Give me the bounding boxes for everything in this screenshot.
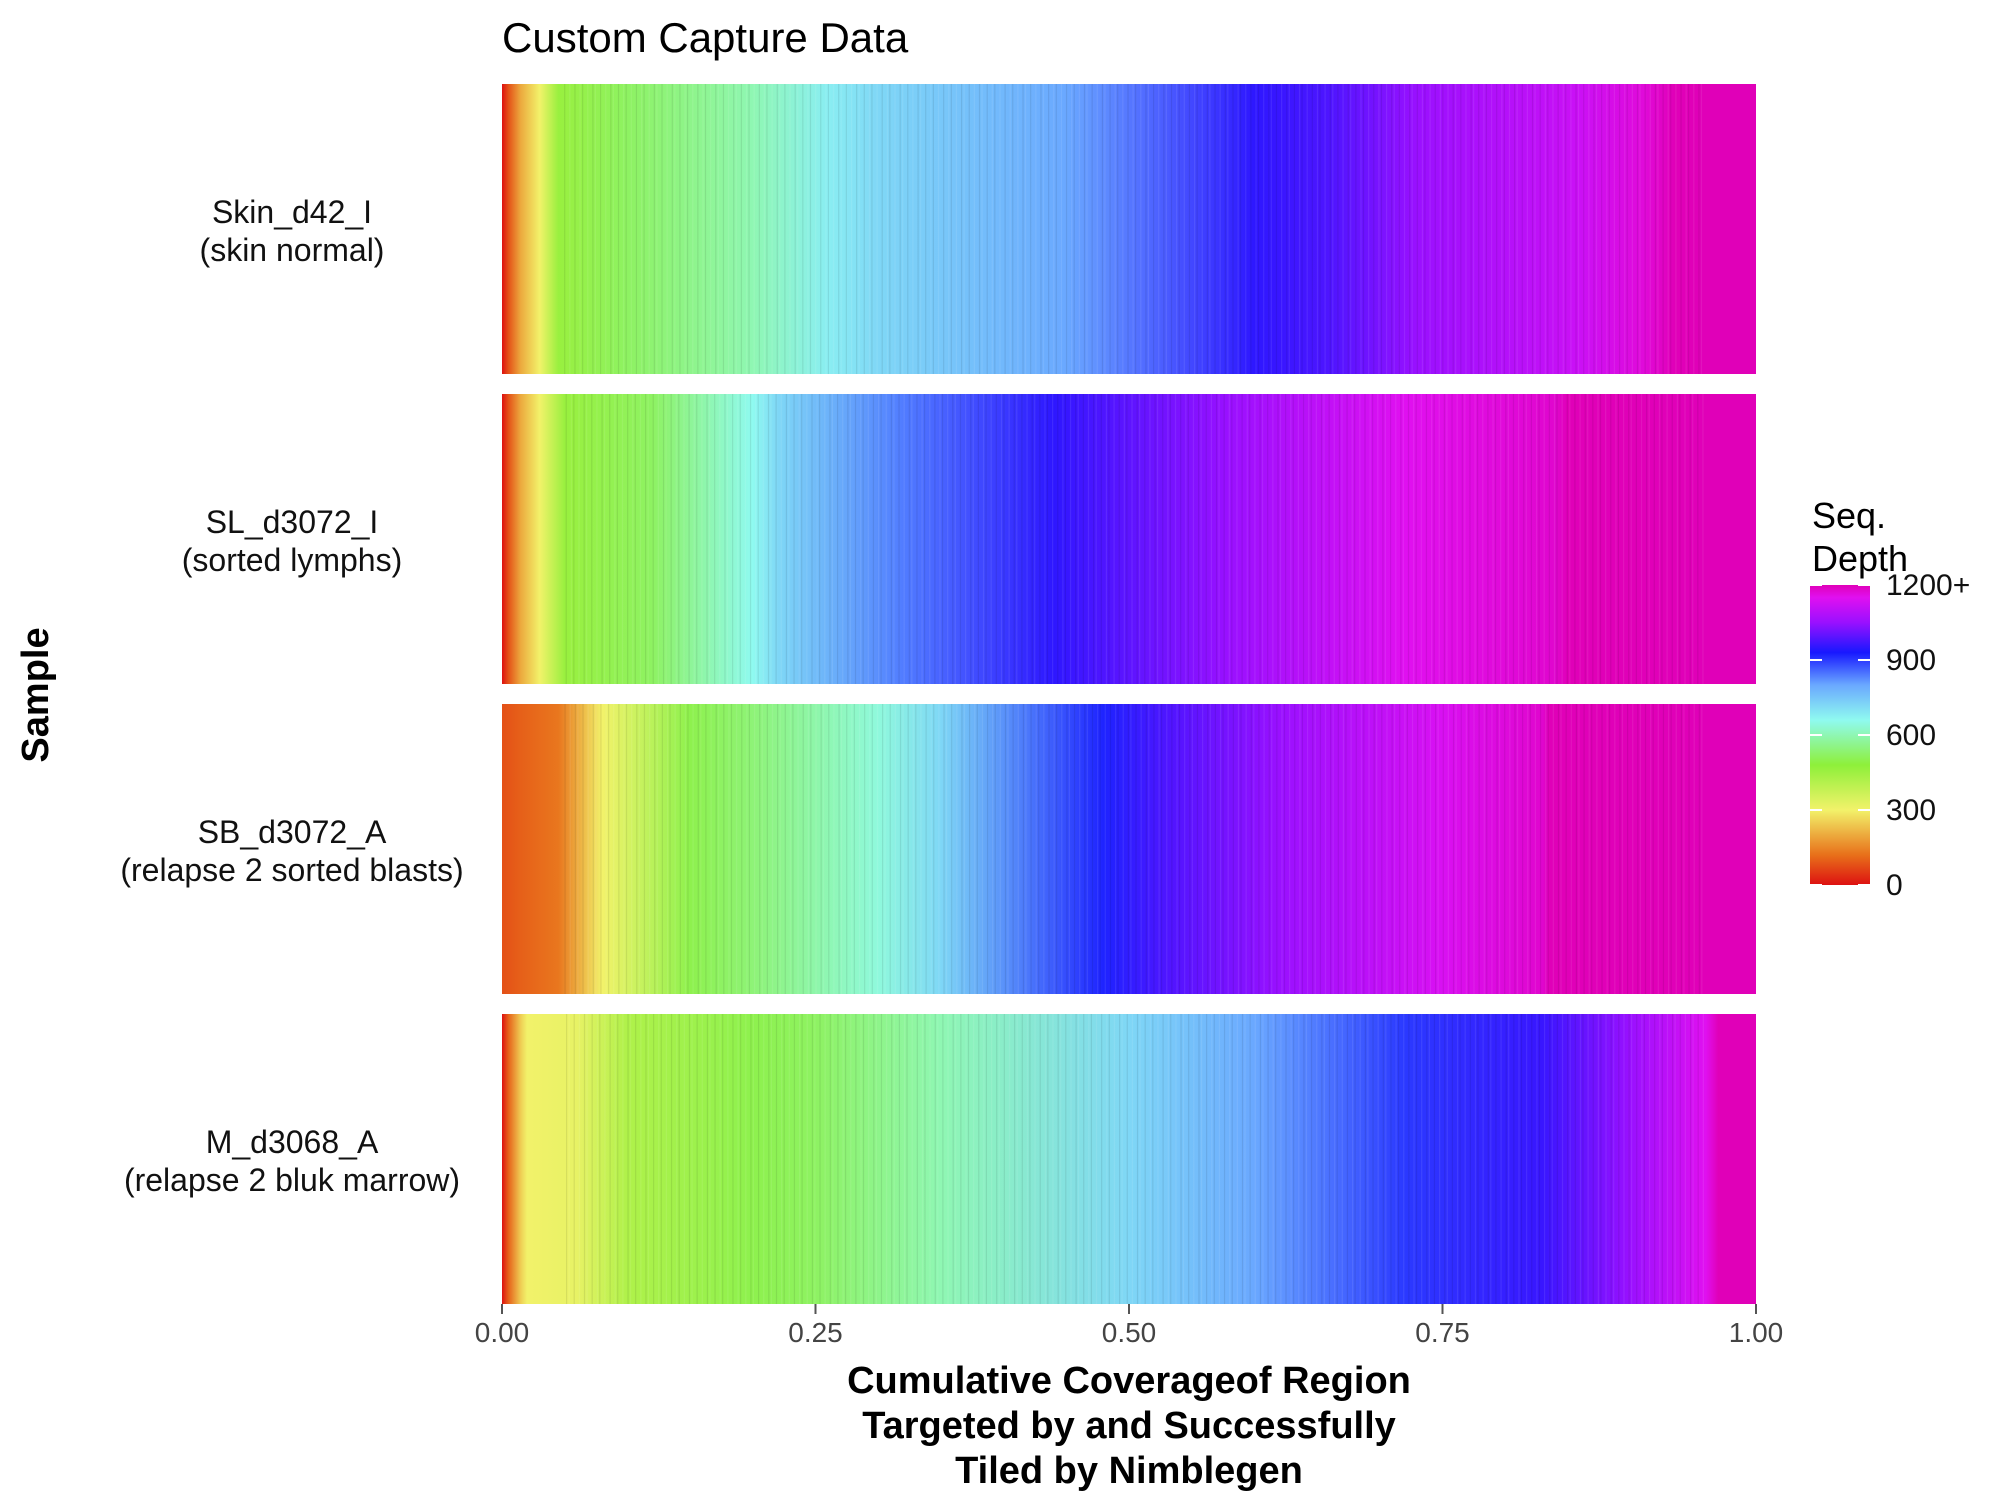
- legend-label: 600: [1886, 719, 1936, 752]
- sample-panels: Skin_d42_I(skin normal)SL_d3072_I(sorted…: [120, 84, 1756, 1304]
- sample-panel: Skin_d42_I(skin normal): [200, 84, 1756, 374]
- sample-panel: M_d3068_A(relapse 2 bluk marrow): [124, 1014, 1756, 1304]
- sample-sublabel: (sorted lymphs): [182, 542, 403, 578]
- coverage-texture: [564, 704, 1703, 994]
- y-axis-title: Sample: [15, 627, 57, 762]
- sample-sublabel: (relapse 2 sorted blasts): [120, 852, 463, 888]
- x-tick-label: 0.00: [475, 1317, 530, 1348]
- coverage-bar: [502, 704, 1756, 994]
- legend-label: 900: [1886, 644, 1936, 677]
- sample-label: SL_d3072_I: [206, 504, 379, 540]
- x-tick-label: 0.25: [788, 1317, 843, 1348]
- x-tick-label: 0.75: [1415, 1317, 1470, 1348]
- coverage-texture: [565, 1014, 1704, 1304]
- x-axis: 0.00 0.25 0.50 0.75 1.00 Cumulative Coverageo…: [475, 1304, 1784, 1492]
- sample-panel: SB_d3072_A(relapse 2 sorted blasts): [120, 704, 1756, 994]
- legend-label: 1200+: [1886, 569, 1970, 602]
- sample-panel: SL_d3072_I(sorted lymphs): [182, 394, 1756, 684]
- legend-label: 0: [1886, 869, 1903, 902]
- x-axis-title: Cumulative Coverageof Region Targeted by …: [847, 1360, 1411, 1492]
- coverage-texture: [565, 394, 1704, 684]
- sample-sublabel: (skin normal): [200, 232, 385, 268]
- coverage-bar: [502, 84, 1756, 374]
- sample-label: M_d3068_A: [206, 1124, 379, 1160]
- coverage-texture: [564, 84, 1703, 374]
- sample-label: SB_d3072_A: [198, 814, 387, 850]
- coverage-bar: [502, 1014, 1756, 1304]
- coverage-bar: [502, 394, 1756, 684]
- x-tick-label: 0.50: [1102, 1317, 1157, 1348]
- x-tick-label: 1.00: [1729, 1317, 1784, 1348]
- y-axis-title-text: Sample: [15, 627, 57, 762]
- sample-sublabel: (relapse 2 bluk marrow): [124, 1162, 460, 1198]
- chart-title: Custom Capture Data: [502, 14, 909, 61]
- legend-label: 300: [1886, 794, 1936, 827]
- legend-title: Seq. Depth: [1812, 495, 1908, 579]
- sample-label: Skin_d42_I: [212, 194, 372, 230]
